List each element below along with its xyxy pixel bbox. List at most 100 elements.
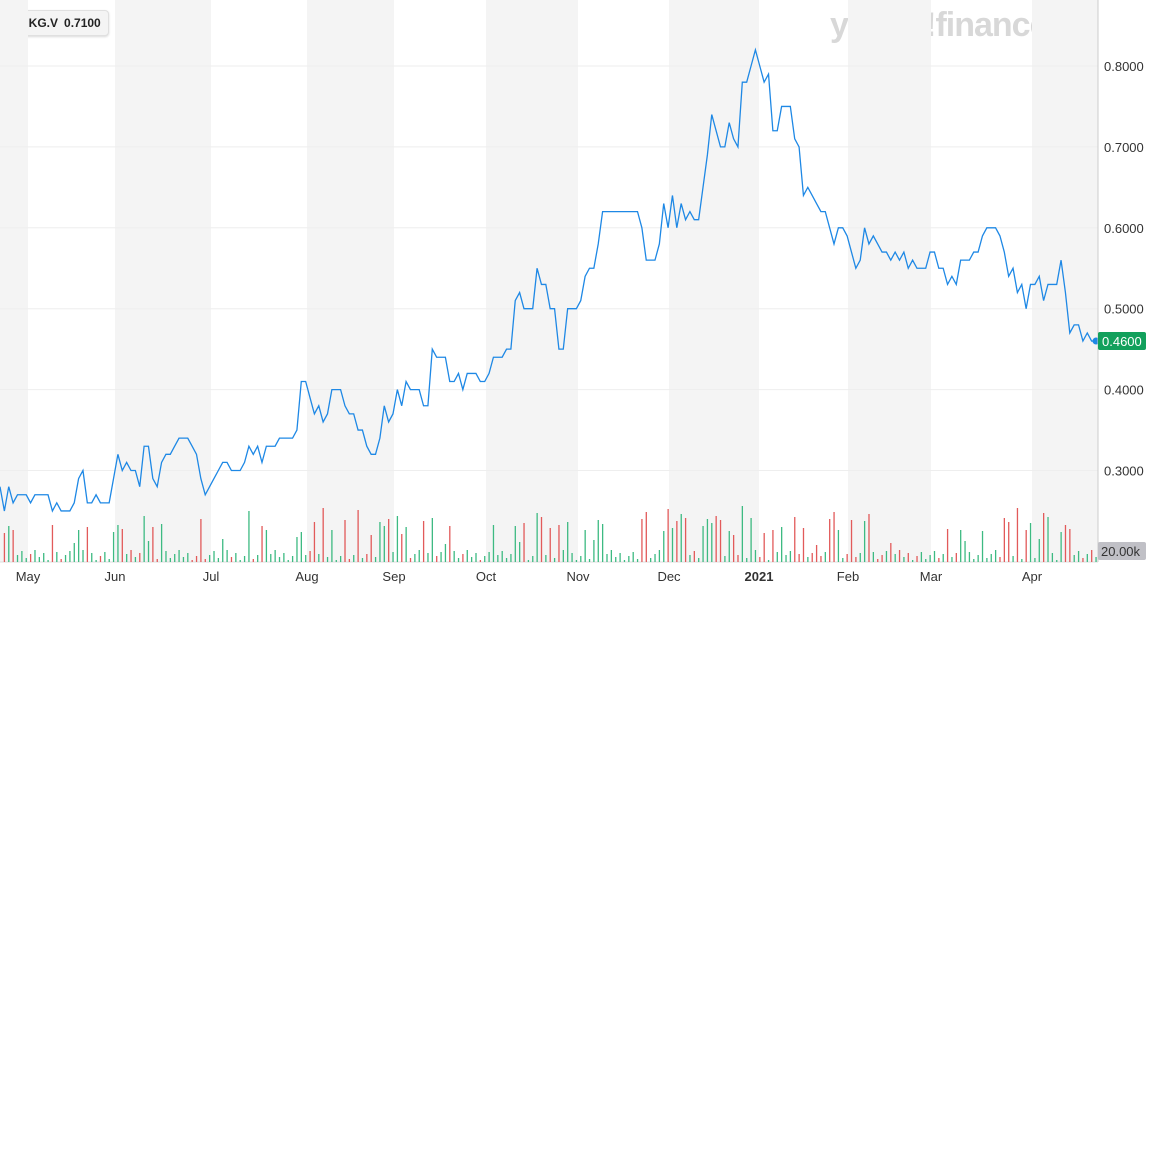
volume-bar [960, 530, 962, 562]
volume-bar [29, 554, 32, 562]
volume-bar [453, 551, 455, 562]
volume-bar [252, 559, 254, 562]
y-tick-label: 0.5000 [1104, 302, 1144, 317]
x-tick-label: Mar [920, 569, 943, 584]
volume-bar [470, 557, 473, 562]
y-tick-label: 0.4000 [1104, 383, 1144, 398]
volume-bar [160, 524, 163, 562]
axis-badges: 0.4600 20.00k [1098, 332, 1146, 560]
volume-bar [235, 553, 237, 562]
volume-bar [361, 558, 364, 562]
volume-bar [785, 555, 787, 562]
volume-bar [366, 554, 368, 562]
month-band [307, 0, 394, 562]
volume-bar [86, 527, 89, 562]
volume-bar [610, 550, 613, 562]
volume-bar [418, 550, 420, 562]
volume-bar [575, 560, 578, 562]
volume-bar [540, 517, 543, 562]
volume-bar [344, 520, 346, 562]
x-tick-label: Nov [566, 569, 590, 584]
legend-symbol: NKG.V [20, 16, 59, 30]
volume-bars [3, 506, 1097, 562]
volume-bar [270, 554, 272, 562]
volume-bar [60, 559, 62, 562]
x-tick-label: Feb [837, 569, 859, 584]
volume-bar [829, 519, 831, 562]
volume-bar [479, 560, 482, 562]
x-tick-label: Oct [476, 569, 497, 584]
volume-bar [117, 525, 119, 562]
volume-bar [772, 530, 774, 562]
volume-bar [339, 556, 342, 562]
volume-bar [724, 556, 726, 562]
volume-bar [38, 557, 40, 562]
volume-bar [650, 558, 652, 562]
volume-bar [903, 557, 905, 562]
volume-bar [820, 556, 822, 562]
volume-bar [1034, 558, 1036, 562]
volume-bar [802, 528, 805, 562]
volume-bar [545, 555, 547, 562]
volume-bar [230, 557, 233, 562]
volume-bar [47, 560, 49, 562]
volume-bar [348, 559, 351, 562]
volume-bar [25, 558, 27, 562]
last-price-badge [1098, 332, 1146, 351]
volume-bar [549, 528, 551, 562]
month-band [486, 0, 578, 562]
volume-bar [309, 551, 311, 562]
volume-bar [130, 550, 132, 562]
volume-bar [567, 522, 569, 562]
month-bands [0, 0, 1098, 562]
volume-bar [174, 554, 176, 562]
volume-bar [261, 526, 263, 562]
volume-bar [1012, 556, 1014, 562]
volume-bar [654, 554, 656, 562]
volume-bar [990, 554, 992, 562]
volume-bar [405, 527, 407, 562]
y-tick-label: 0.7000 [1104, 140, 1144, 155]
volume-bar [558, 525, 560, 562]
volume-bar [580, 556, 582, 562]
volume-bar [43, 553, 45, 562]
volume-bar [1077, 551, 1080, 562]
volume-bar [95, 560, 97, 562]
volume-bar [706, 519, 709, 562]
volume-bar [139, 553, 141, 562]
volume-bar [571, 553, 573, 562]
volume-bar [916, 556, 918, 562]
last-price-label: 0.4600 [1102, 334, 1142, 349]
volume-bar [383, 526, 385, 562]
volume-bar [104, 552, 106, 562]
volume-bar [536, 513, 538, 562]
volume-bar [147, 541, 150, 562]
x-tick-label: Jul [203, 569, 220, 584]
volume-bar [492, 525, 495, 562]
volume-bar [719, 520, 722, 562]
x-tick-label: Apr [1022, 569, 1043, 584]
volume-bar [213, 551, 215, 562]
volume-bar [671, 528, 674, 562]
volume-bar [1047, 517, 1049, 562]
volume-bar [56, 552, 58, 562]
y-axis: 0.8000 0.7000 0.6000 0.5000 0.4000 0.3000 [1097, 0, 1144, 562]
volume-bar [715, 516, 717, 562]
volume-bar [422, 521, 425, 562]
volume-bar [964, 541, 966, 562]
volume-bar [466, 550, 468, 562]
volume-bar [1069, 529, 1071, 562]
volume-bar [165, 551, 167, 562]
volume-bar [73, 543, 75, 562]
volume-bar [872, 552, 875, 562]
x-tick-label: 2021 [745, 569, 774, 584]
volume-bar [684, 518, 687, 562]
volume-bar [322, 508, 324, 562]
volume-bar [436, 556, 438, 562]
x-axis: May Jun Jul Aug Sep Oct Nov Dec 2021 Feb Mar Apr [16, 569, 1043, 584]
volume-bar [217, 558, 220, 562]
volume-bar [505, 558, 508, 562]
price-chart[interactable]: 0.8000 0.7000 0.6000 0.5000 0.4000 0.3000 May… [0, 0, 1154, 600]
volume-bar [1095, 557, 1097, 562]
volume-bar [379, 522, 381, 562]
